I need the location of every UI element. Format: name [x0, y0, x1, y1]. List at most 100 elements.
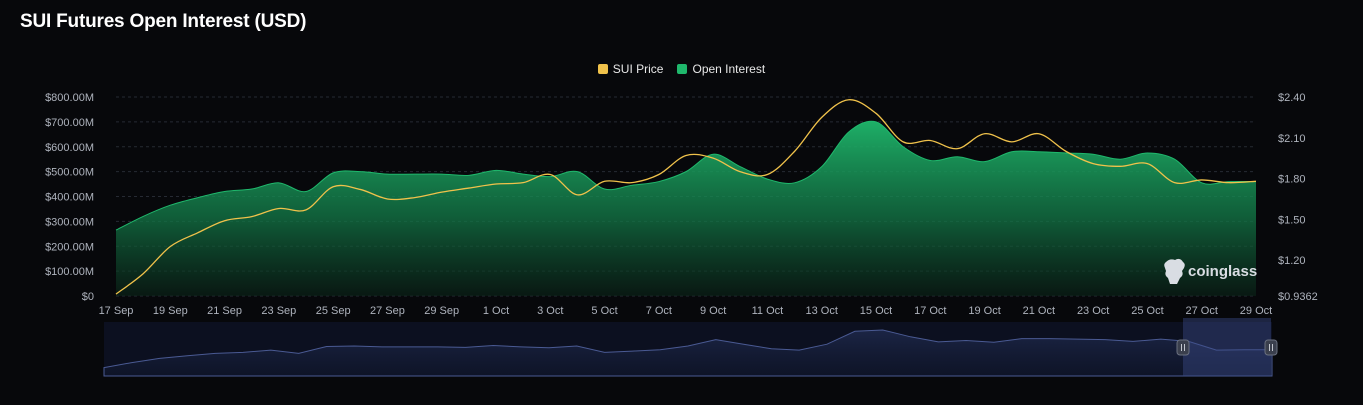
navigator-handle-right[interactable] — [1264, 339, 1278, 356]
open-interest-point — [1118, 157, 1122, 161]
x-tick-label: 13 Oct — [806, 305, 838, 317]
open-interest-point — [983, 160, 987, 164]
x-tick-label: 27 Oct — [1186, 305, 1218, 317]
sui-price-point — [548, 172, 552, 176]
sui-price-point — [385, 197, 389, 201]
sui-price-point — [494, 182, 498, 186]
open-interest-point — [1010, 150, 1014, 154]
legend-swatch-price — [597, 64, 608, 74]
sui-price-point — [521, 181, 525, 185]
open-interest-point — [521, 172, 525, 176]
open-interest-point — [494, 168, 498, 172]
x-tick-label: 23 Sep — [261, 305, 296, 317]
navigator-handle-left[interactable] — [1176, 339, 1190, 356]
series-open-interest-area — [116, 121, 1256, 296]
x-tick-label: 5 Oct — [591, 305, 617, 317]
x-tick-label: 25 Sep — [316, 305, 351, 317]
sui-price-point — [440, 190, 444, 194]
sui-price-point — [874, 111, 878, 115]
open-interest-point — [711, 152, 715, 156]
open-interest-point — [223, 190, 227, 194]
sui-price-point — [331, 185, 335, 189]
open-interest-point — [955, 155, 959, 159]
sui-price-point — [630, 181, 634, 185]
open-interest-point — [765, 177, 769, 181]
open-interest-point — [168, 203, 172, 207]
open-interest-point — [928, 158, 932, 162]
x-tick-label: 19 Sep — [153, 305, 188, 317]
navigator[interactable] — [103, 318, 1278, 377]
x-tick-label: 27 Sep — [370, 305, 405, 317]
y-left-tick-label: $400.00M — [45, 192, 94, 204]
x-tick-label: 25 Oct — [1131, 305, 1163, 317]
open-interest-point — [250, 187, 254, 191]
open-interest-point — [331, 171, 335, 175]
x-tick-label: 11 Oct — [752, 305, 784, 317]
watermark: coinglass — [1164, 258, 1257, 284]
x-axis: 17 Sep 19 Sep 21 Sep 23 Sep 25 Sep 27 Sep 29 S… — [99, 305, 1273, 317]
sui-price-point — [195, 231, 199, 235]
y-axis-right: $0.9362 $1.20 $1.50 $1.80 $2.10 $2.40 — [1278, 92, 1318, 303]
legend-swatch-open-interest — [677, 64, 688, 74]
sui-price-point — [304, 208, 308, 212]
y-left-tick-label: $100.00M — [45, 266, 94, 278]
y-right-tick-label: $0.9362 — [1278, 291, 1318, 303]
x-tick-label: 23 Oct — [1077, 305, 1109, 317]
y-left-tick-label: $300.00M — [45, 216, 94, 228]
navigator-selection[interactable] — [1183, 318, 1271, 376]
x-tick-label: 17 Oct — [914, 305, 946, 317]
open-interest-point — [738, 165, 742, 169]
open-interest-point — [141, 214, 145, 218]
x-tick-label: 1 Oct — [483, 305, 509, 317]
x-tick-label: 21 Oct — [1023, 305, 1055, 317]
sui-price-point — [223, 219, 227, 223]
open-interest-point — [793, 181, 797, 185]
sui-price-point — [603, 179, 607, 183]
open-interest-point — [195, 196, 199, 200]
x-tick-label: 19 Oct — [968, 305, 1000, 317]
x-tick-label: 29 Oct — [1240, 305, 1272, 317]
sui-price-point — [413, 196, 417, 200]
legend: SUI Price Open Interest — [0, 62, 1363, 76]
y-right-tick-label: $1.20 — [1278, 255, 1306, 267]
y-right-tick-label: $2.40 — [1278, 92, 1306, 104]
x-tick-label: 3 Oct — [537, 305, 563, 317]
legend-item-price[interactable]: SUI Price — [597, 62, 664, 76]
open-interest-point — [1037, 150, 1041, 154]
sui-price-point — [250, 215, 254, 219]
sui-price-point — [168, 245, 172, 249]
series-open-interest-line — [115, 120, 1257, 231]
legend-label-open-interest: Open Interest — [692, 62, 766, 76]
sui-price-point — [847, 98, 851, 102]
y-left-tick-label: $600.00M — [45, 142, 94, 154]
sui-price-point — [1010, 140, 1014, 144]
open-interest-point — [874, 120, 878, 124]
sui-price-point — [1254, 179, 1258, 183]
sui-price-point — [738, 170, 742, 174]
open-interest-point — [440, 172, 444, 176]
x-tick-label: 17 Sep — [99, 305, 134, 317]
sui-price-point — [1118, 164, 1122, 168]
open-interest-point — [575, 170, 579, 174]
y-left-tick-label: $0 — [82, 291, 94, 303]
sui-price-point — [928, 139, 932, 143]
open-interest-point — [277, 181, 281, 185]
open-interest-point — [358, 170, 362, 174]
sui-price-point — [901, 140, 905, 144]
sui-price-point — [467, 186, 471, 190]
chart-title: SUI Futures Open Interest (USD) — [20, 11, 307, 32]
x-tick-label: 21 Sep — [207, 305, 242, 317]
y-axis-left: $0 $100.00M $200.00M $300.00M $400.00M $500.0… — [45, 92, 94, 303]
legend-label-price: SUI Price — [612, 62, 664, 76]
sui-price-point — [684, 153, 688, 157]
legend-item-open-interest[interactable]: Open Interest — [677, 62, 765, 76]
y-right-tick-label: $2.10 — [1278, 133, 1306, 145]
sui-price-point — [793, 149, 797, 153]
sui-price-point — [1064, 149, 1068, 153]
x-tick-label: 15 Oct — [860, 305, 892, 317]
sui-price-point — [1037, 132, 1041, 136]
coinglass-logo-icon — [1164, 258, 1185, 284]
open-interest-point — [114, 228, 118, 232]
y-left-tick-label: $500.00M — [45, 167, 94, 179]
